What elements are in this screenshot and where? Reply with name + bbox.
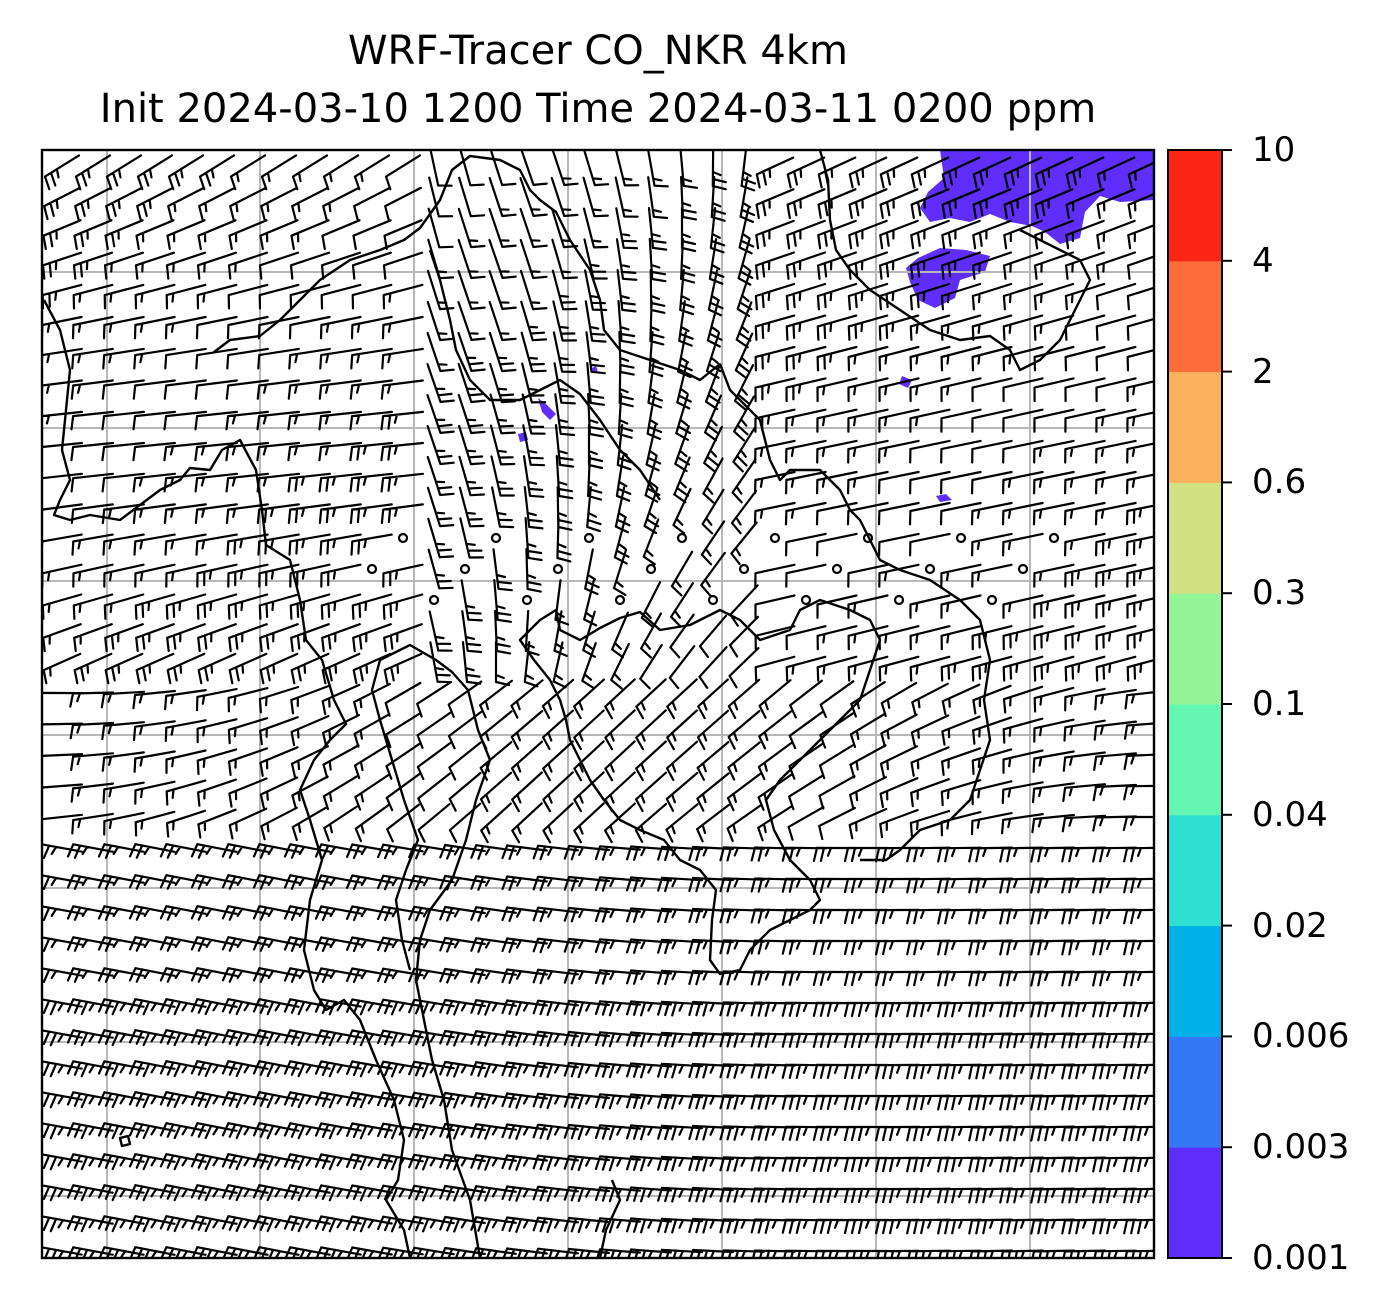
calm-wind-marker xyxy=(645,563,657,575)
colorbar-segment xyxy=(1168,371,1222,483)
tracer-patch-central-1 xyxy=(538,398,556,420)
colorbar-segment xyxy=(1168,482,1222,594)
calm-wind-marker xyxy=(924,563,936,575)
tracer-patch-north-2 xyxy=(906,248,990,308)
calm-wind-marker xyxy=(459,563,471,575)
coastline-peninsula xyxy=(370,643,492,1258)
map-background xyxy=(42,150,1154,1258)
colorbar-tick-label: 10 xyxy=(1252,130,1296,170)
coastline-southeast xyxy=(598,1179,622,1258)
colorbar-segment xyxy=(1168,260,1222,373)
calm-wind-marker xyxy=(490,532,502,544)
calm-wind-marker xyxy=(1017,563,1029,575)
colorbar-tick-label: 0.04 xyxy=(1252,794,1328,835)
calm-wind-marker xyxy=(366,563,378,575)
calm-wind-marker xyxy=(893,594,905,606)
colorbar-segment xyxy=(1168,704,1222,816)
colorbar-tick-label: 0.1 xyxy=(1252,684,1307,724)
colorbar xyxy=(1167,149,1232,1259)
calm-wind-marker xyxy=(986,594,998,606)
colorbar-segment xyxy=(1168,1036,1222,1148)
colorbar-tick-label: 0.02 xyxy=(1252,905,1328,946)
tracer-patch-east-small xyxy=(936,494,952,502)
map-subtitle: Init 2024-03-10 1200 Time 2024-03-11 020… xyxy=(99,86,1097,132)
colorbar-tick-label: 0.003 xyxy=(1252,1127,1350,1168)
calm-wind-marker xyxy=(800,594,812,606)
colorbar-segment xyxy=(1168,1147,1222,1259)
calm-wind-marker xyxy=(707,594,719,606)
calm-wind-marker xyxy=(614,594,626,606)
colorbar-tick-label: 0.001 xyxy=(1252,1238,1350,1278)
colorbar-tick-label: 0.006 xyxy=(1252,1016,1350,1057)
island-south xyxy=(118,1134,132,1148)
colorbar-tick-label: 4 xyxy=(1252,240,1274,281)
wind-barbs xyxy=(42,150,1154,1258)
colorbar-segment xyxy=(1168,925,1222,1037)
wind-barb-lines xyxy=(42,150,1154,1258)
colorbar-tick-label: 2 xyxy=(1252,351,1274,392)
coastline-east xyxy=(718,363,992,862)
border-north xyxy=(213,154,721,382)
calm-wind-marker xyxy=(831,563,843,575)
calm-wind-marker xyxy=(676,532,688,544)
colorbar-tick-label: 0.3 xyxy=(1252,573,1307,614)
calm-wind-marker xyxy=(552,563,564,575)
map-frame xyxy=(40,148,1156,1260)
colorbar-segment xyxy=(1168,150,1222,262)
calm-wind-marker xyxy=(955,532,967,544)
calm-wind-marker xyxy=(397,532,409,544)
colorbar-segment xyxy=(1168,814,1222,927)
calm-wind-marker xyxy=(769,532,781,544)
calm-wind-marker xyxy=(428,594,440,606)
colorbar-segment xyxy=(1168,593,1222,705)
calm-wind-marker xyxy=(738,563,750,575)
tracer-patch-northeast xyxy=(920,150,1154,244)
calm-wind-marker xyxy=(862,532,874,544)
colorbar-tick-label: 0.6 xyxy=(1252,462,1307,503)
calm-wind-marker xyxy=(521,594,533,606)
calm-wind-marker xyxy=(583,532,595,544)
calm-wind-marker xyxy=(1048,532,1060,544)
map-title: WRF-Tracer CO_NKR 4km xyxy=(347,28,849,74)
